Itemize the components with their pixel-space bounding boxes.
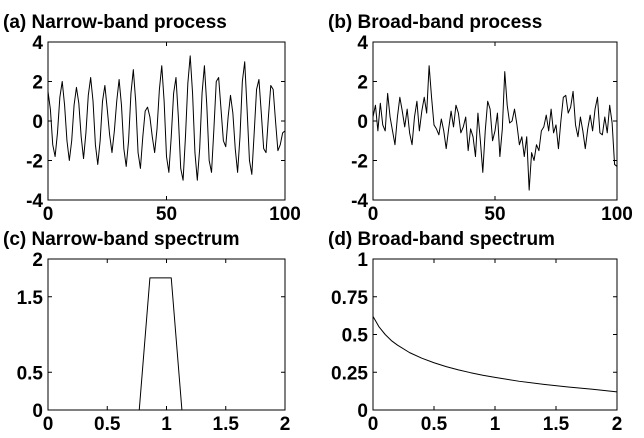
panel-broad-band-process: (b) Broad-band process -4 -2 0 2 4 0 50 100 — [328, 12, 633, 225]
broad-band-process-line — [372, 65, 618, 191]
panel-broad-band-spectrum: (d) Broad-band spectrum 0 0.25 0.5 0.75 1 0 0.5… — [328, 229, 622, 435]
axes-frame — [47, 258, 286, 411]
y-tick-label: -2 — [26, 152, 43, 173]
y-tick-label: 0 — [357, 112, 368, 133]
y-tick-label: 2 — [32, 73, 43, 94]
panel-title: (c) Narrow-band spectrum — [3, 229, 239, 250]
panel-title: (a) Narrow-band process — [3, 12, 227, 33]
y-tick-label: 2 — [32, 250, 43, 271]
x-tick-label: 0.5 — [94, 414, 121, 435]
x-tick-label: 0 — [43, 204, 54, 225]
x-tick-label: 0.5 — [421, 414, 448, 435]
x-tick-label: 1.5 — [543, 414, 570, 435]
x-tick-label: 1 — [490, 414, 501, 435]
y-tick-label: 0 — [357, 401, 368, 422]
y-tick-label: -4 — [26, 191, 43, 212]
axes-frame — [47, 41, 286, 201]
x-tick-label: 0 — [368, 414, 379, 435]
x-tick-label: 2 — [612, 414, 623, 435]
x-tick-label: 100 — [269, 204, 301, 225]
y-tick-label: 1 — [357, 250, 368, 271]
y-tick-label: 1.5 — [17, 288, 44, 309]
y-tick-label: 0 — [32, 401, 43, 422]
y-tick-label: 0.75 — [331, 288, 368, 309]
y-tick-label: 0.25 — [331, 363, 368, 384]
x-tick-label: 0 — [43, 414, 54, 435]
x-tick-label: 0 — [368, 204, 379, 225]
x-tick-label: 100 — [601, 204, 633, 225]
y-tick-label: 0 — [32, 112, 43, 133]
panel-title: (b) Broad-band process — [328, 12, 542, 33]
panel-title: (d) Broad-band spectrum — [328, 229, 555, 250]
panel-narrow-band-spectrum: (c) Narrow-band spectrum 0 0.5 1.5 2 0 0.5 1 1.5… — [3, 229, 290, 435]
x-tick-label: 1 — [161, 414, 172, 435]
broad-band-spectrum-line — [372, 316, 618, 393]
narrow-band-spectrum-line — [48, 277, 285, 411]
x-tick-label: 2 — [280, 414, 291, 435]
y-tick-label: 0.5 — [342, 326, 369, 347]
x-tick-label: 50 — [156, 204, 177, 225]
y-tick-label: 4 — [32, 33, 43, 54]
axes-frame — [372, 258, 618, 411]
y-tick-label: 4 — [357, 33, 368, 54]
y-tick-label: -2 — [351, 152, 368, 173]
y-tick-label: 0.5 — [17, 363, 44, 384]
y-tick-label: -4 — [351, 191, 368, 212]
panel-narrow-band-process: (a) Narrow-band process -4 -2 0 2 4 0 50 100 — [3, 12, 301, 225]
x-tick-label: 1.5 — [213, 414, 240, 435]
y-tick-label: 2 — [357, 73, 368, 94]
narrow-band-process-line — [47, 55, 286, 181]
x-tick-label: 50 — [484, 204, 505, 225]
